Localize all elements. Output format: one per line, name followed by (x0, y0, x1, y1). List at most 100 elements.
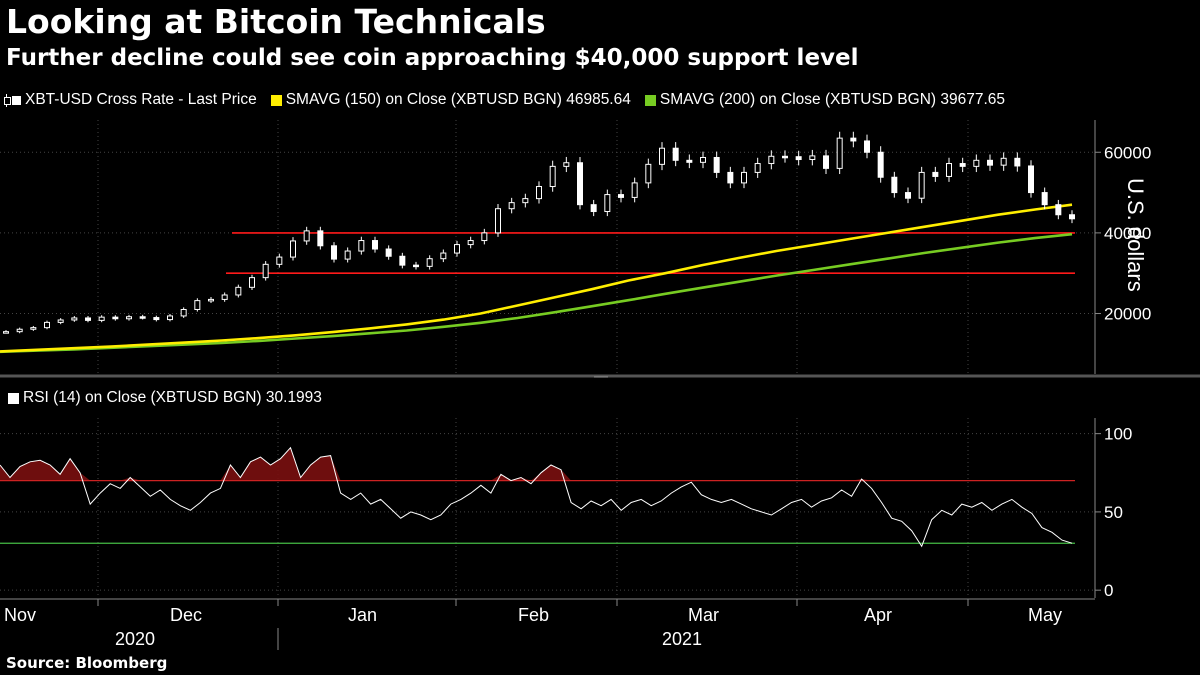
candle-body (358, 240, 365, 252)
candle-body (877, 151, 884, 178)
candle-body (686, 159, 693, 163)
candle-body (987, 159, 993, 166)
x-tick-label: May (1028, 605, 1062, 625)
candle-body (44, 321, 50, 329)
candle-body (481, 232, 488, 242)
legend-swatch-sma150 (270, 94, 282, 106)
candle-body (795, 156, 802, 161)
x-tick-label: Mar (688, 605, 719, 625)
candle-body (946, 163, 952, 177)
candle-body (754, 163, 761, 173)
candle-body (467, 240, 474, 246)
candle-body (399, 255, 406, 266)
candle-body (836, 137, 843, 169)
rsi-legend: RSI (14) on Close (XBTUSD BGN) 30.1993 (8, 389, 322, 407)
candle-body (454, 244, 460, 254)
chart-title: Looking at Bitcoin Technicals (6, 2, 546, 41)
legend-label-price: XBT-USD Cross Rate - Last Price (25, 91, 257, 108)
candle-body (700, 156, 706, 163)
candle-body (262, 263, 269, 279)
legend-swatch-sma200 (644, 94, 656, 106)
candle-body (385, 248, 392, 257)
rsi-overbought-area (120, 477, 141, 481)
candle-body (959, 163, 966, 167)
candle-body (932, 171, 939, 177)
candle-body (413, 264, 419, 268)
x-tick-label: Feb (518, 605, 549, 625)
candle-body (1041, 192, 1048, 206)
candle-body (331, 245, 337, 260)
y-tick-label: 60000 (1104, 143, 1151, 162)
candle-body (139, 316, 146, 319)
candle-body (645, 163, 652, 184)
candle-body (782, 155, 788, 159)
candle-body (823, 155, 829, 169)
legend-label-sma200: SMAVG (200) on Close (XBTUSD BGN) 39677.… (659, 91, 1006, 108)
candle-body (905, 192, 911, 199)
candle-body (126, 316, 132, 320)
legend-label-sma150: SMAVG (150) on Close (XBTUSD BGN) 46985.… (285, 91, 631, 108)
candle-body (3, 331, 9, 334)
candle-body (180, 308, 187, 317)
candle-body (918, 171, 925, 199)
candle-body (1000, 157, 1007, 166)
candle-body (850, 137, 857, 142)
candle-body (1014, 157, 1021, 167)
candle-body (1055, 204, 1062, 216)
candle-body (618, 194, 624, 198)
price-legend: XBT-USD Cross Rate - Last Price SMAVG (1… (4, 91, 1019, 109)
x-tick-label: Apr (864, 605, 892, 625)
candle-body (16, 328, 23, 333)
candle-body (590, 204, 597, 213)
candle-body (71, 317, 78, 321)
candle-body (809, 155, 816, 161)
candle-body (1069, 214, 1075, 220)
candle-body (317, 230, 324, 247)
x-year-label: 2021 (662, 629, 702, 649)
candle-body (672, 147, 679, 161)
rsi-overbought-area (0, 458, 91, 481)
x-tick-label: Nov (4, 605, 36, 625)
rsi-overbought-area (510, 477, 531, 481)
chart-subtitle: Further decline could see coin approachi… (6, 45, 859, 71)
rsi-line (0, 446, 1073, 548)
candle-body (303, 230, 310, 242)
x-tick-label: Dec (170, 605, 202, 625)
candle-body (194, 300, 201, 310)
legend-item-sma200: SMAVG (200) on Close (XBTUSD BGN) 39677.… (644, 91, 1006, 109)
legend-swatch-price (12, 95, 21, 105)
y-tick-label: 40000 (1104, 224, 1151, 243)
y-tick-label: 100 (1104, 425, 1132, 444)
candle-body (713, 156, 720, 173)
candle-body (536, 186, 542, 200)
source-note: Source: Bloomberg (6, 654, 168, 672)
candle-body (508, 202, 515, 210)
candle-body (549, 165, 556, 188)
candle-body (167, 315, 173, 321)
candle-body (864, 140, 870, 153)
y-axis-title: U.S. dollars (1123, 178, 1148, 292)
y-tick-label: 20000 (1104, 305, 1151, 324)
candle-body (85, 317, 91, 321)
candle-body (290, 240, 296, 258)
candle-body (426, 258, 433, 267)
candle-body (221, 294, 228, 300)
legend-item-price: XBT-USD Cross Rate - Last Price (4, 91, 257, 109)
candle-body (249, 277, 255, 288)
candle-body (495, 208, 501, 234)
rsi-overbought-area (530, 464, 572, 481)
candle-body (235, 286, 242, 296)
candle-body (30, 327, 37, 330)
candle-body (208, 298, 214, 302)
sma200-line (0, 232, 1073, 354)
legend-swatch-rsi (8, 392, 19, 404)
candle-body (741, 171, 747, 184)
candle-body (372, 240, 378, 250)
candle-body (604, 194, 611, 213)
candle-body (973, 159, 980, 167)
candle-body (727, 171, 734, 184)
candle-body (344, 250, 351, 260)
candle-body (891, 176, 898, 194)
candle-body (153, 317, 160, 321)
